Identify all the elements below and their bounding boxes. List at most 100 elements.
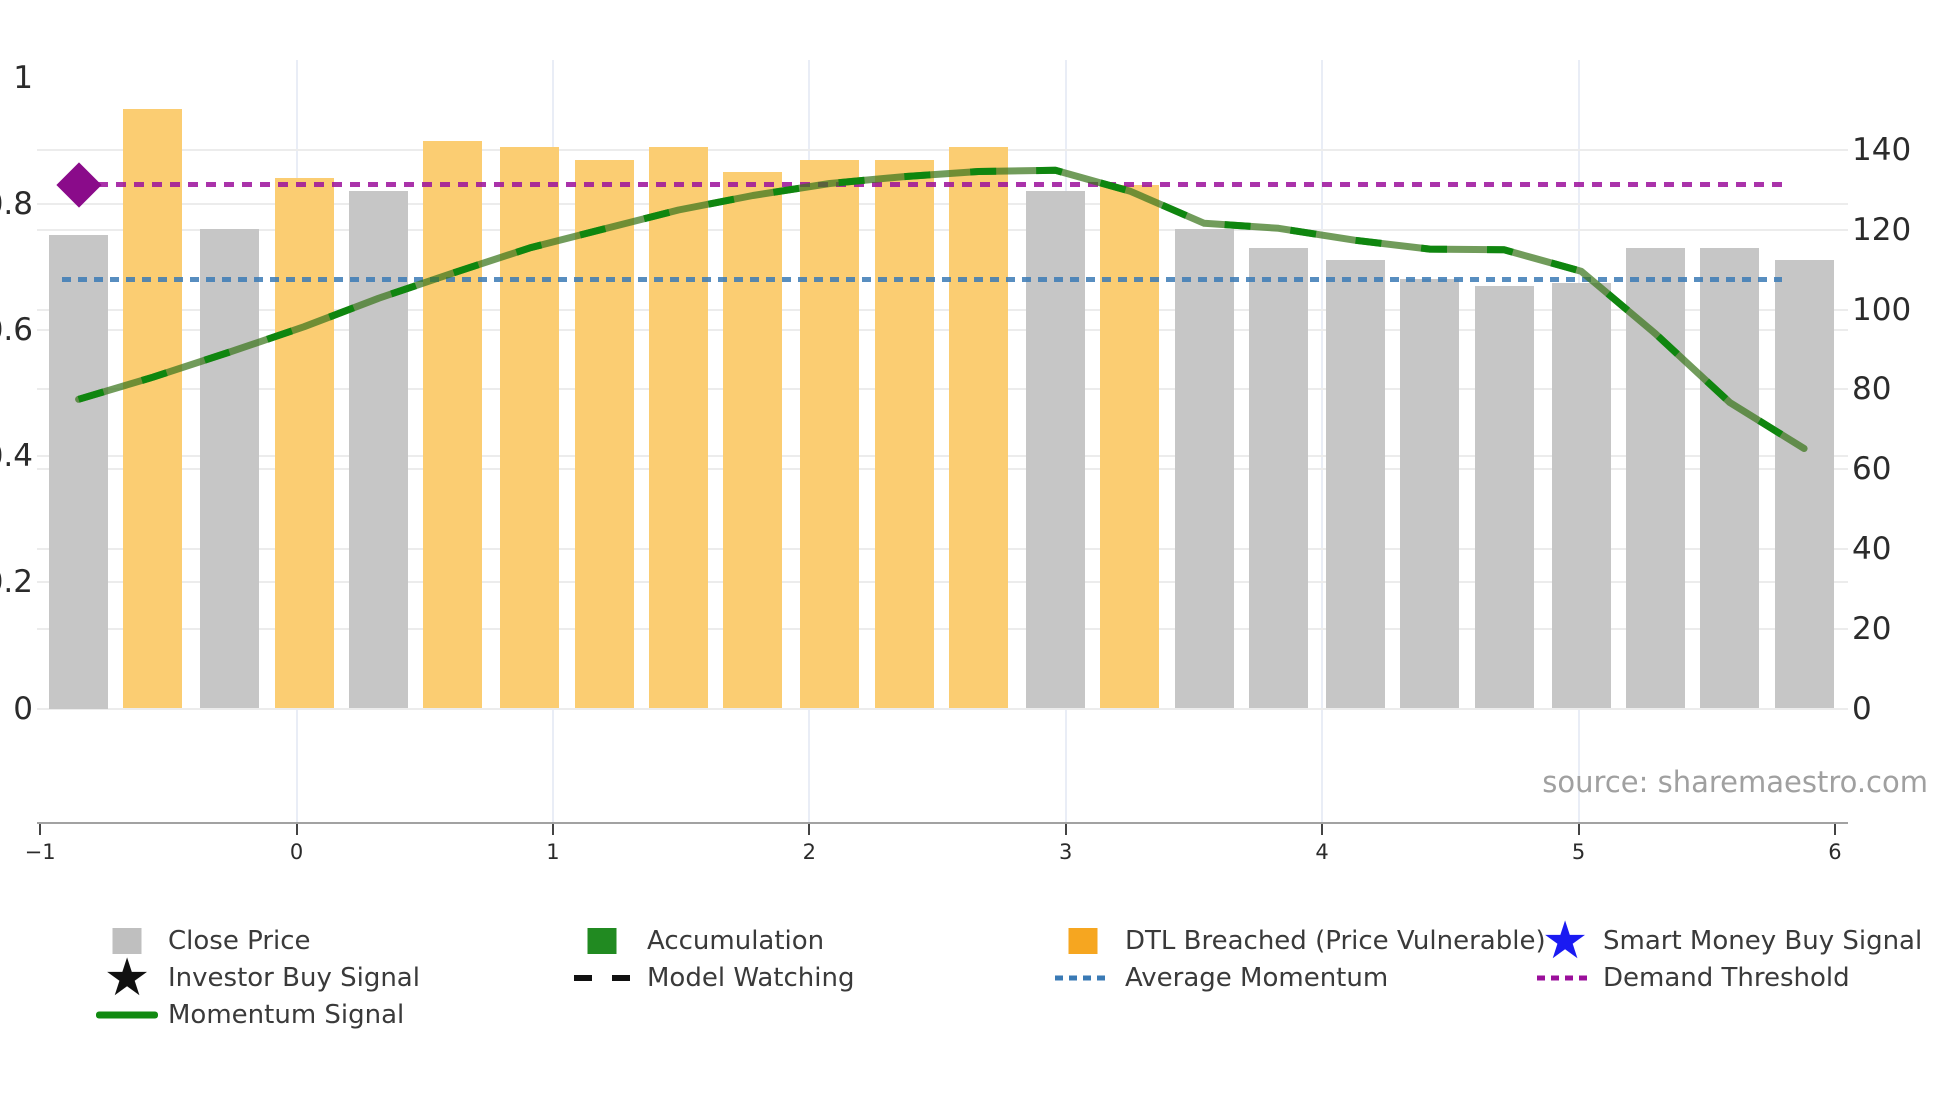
y-right-tick-label: 60 (1852, 451, 1892, 488)
close-price-bar (1400, 279, 1460, 709)
x-tick-label: 2 (802, 840, 816, 864)
x-tick-mark (1064, 824, 1067, 835)
x-tick-mark (1833, 824, 1836, 835)
x-tick-mark (1321, 824, 1324, 835)
y-left-tick-label: 1 (13, 59, 33, 96)
accumulation-swatch (587, 928, 617, 954)
close-price-bar (1474, 285, 1534, 709)
dtl-breached-bar (274, 178, 334, 709)
legend-label-investor-buy-signal: Investor Buy Signal (168, 963, 420, 993)
close-price-bar (200, 228, 260, 709)
legend-label-momentum-signal: Momentum Signal (168, 1000, 405, 1030)
close-price-bar (1774, 260, 1834, 709)
x-tick-mark (551, 824, 554, 835)
x-tick-label: 3 (1059, 840, 1073, 864)
horizontal-gridline (37, 308, 1848, 311)
dtl-breached-price-vulnerable-swatch (1068, 928, 1098, 954)
square-swatch-icon (1068, 928, 1098, 954)
horizontal-gridline (37, 202, 1848, 205)
demand-threshold-line (62, 182, 1782, 188)
y-left-tick-label: 0.8 (0, 185, 33, 222)
average-momentum-swatch (1055, 975, 1111, 981)
dtl-breached-bar (649, 146, 709, 709)
y-right-tick-label: 80 (1852, 371, 1892, 408)
close-price-bar (1325, 260, 1385, 709)
horizontal-gridline (37, 455, 1848, 458)
x-tick-label: 5 (1571, 840, 1586, 864)
investor-buy-signal-star-icon: ★ (104, 952, 151, 1004)
y-left-tick-label: 0.6 (0, 311, 33, 348)
dtl-breached-bar (800, 159, 860, 709)
square-swatch-icon (587, 928, 617, 954)
legend-label-model-watching: Model Watching (647, 963, 855, 993)
horizontal-gridline (37, 328, 1848, 331)
legend-label-demand-threshold: Demand Threshold (1603, 963, 1850, 993)
dtl-breached-bar (723, 172, 783, 709)
momentum-signal-swatch (96, 1011, 158, 1019)
close-price-bar (49, 235, 109, 709)
y-left-tick-label: 0.2 (0, 564, 33, 601)
horizontal-gridline (37, 468, 1848, 471)
y-right-tick-label: 0 (1852, 690, 1872, 727)
average-momentum-line (62, 276, 1782, 282)
close-price-bar (1174, 228, 1234, 709)
horizontal-gridline (37, 388, 1848, 391)
x-tick-label: 4 (1315, 840, 1329, 864)
smart-money-buy-signal-star-icon: ★ (1542, 915, 1589, 967)
x-tick-label: −1 (24, 840, 56, 864)
y-right-tick-label: 20 (1852, 610, 1892, 647)
dtl-breached-bar (423, 140, 483, 709)
horizontal-gridline (37, 707, 1848, 710)
legend-label-smart-money-buy-signal: Smart Money Buy Signal (1603, 926, 1923, 956)
legend-label-close-price: Close Price (168, 926, 311, 956)
dtl-breached-bar (123, 109, 183, 709)
x-axis-line (37, 822, 1848, 824)
horizontal-gridline (37, 149, 1848, 152)
horizontal-gridline (37, 228, 1848, 231)
y-left-tick-label: 0 (13, 690, 33, 727)
momentum-line-base (75, 166, 1808, 452)
close-price-bar (1249, 247, 1308, 709)
close-price-bar (1625, 247, 1685, 709)
legend-label-average-momentum: Average Momentum (1125, 963, 1389, 993)
demand-threshold-swatch (1537, 975, 1593, 981)
dotted-line-swatch-icon (1537, 975, 1593, 981)
y-left-tick-label: 0.4 (0, 438, 33, 475)
y-right-tick-label: 100 (1852, 291, 1912, 328)
close-price-bar (1551, 282, 1611, 709)
close-price-bar (1700, 247, 1760, 709)
dotted-line-swatch-icon (1055, 975, 1111, 981)
star-icon: ★ (103, 948, 151, 1008)
x-tick-mark (39, 824, 42, 835)
y-right-tick-label: 40 (1852, 530, 1892, 567)
y-right-tick-label: 120 (1852, 211, 1912, 248)
close-price-swatch (112, 928, 142, 954)
model-watching-swatch (574, 975, 630, 981)
x-tick-label: 6 (1828, 840, 1842, 864)
momentum-line-dashes (77, 166, 1806, 452)
horizontal-gridline (37, 581, 1848, 584)
horizontal-gridline (37, 627, 1848, 630)
star-icon: ★ (1541, 911, 1589, 971)
dashed-line-swatch-icon (574, 975, 630, 981)
legend-label-dtl-breached-price-vulnerable: DTL Breached (Price Vulnerable) (1125, 926, 1546, 956)
x-tick-label: 1 (546, 840, 560, 864)
square-swatch-icon (112, 928, 142, 954)
vertical-gridline (1321, 60, 1324, 822)
dtl-breached-bar (574, 159, 634, 709)
x-tick-mark (808, 824, 811, 835)
dtl-breached-bar (1100, 184, 1160, 709)
x-tick-label: 0 (289, 840, 304, 864)
legend-label-accumulation: Accumulation (647, 926, 825, 956)
y-right-tick-label: 140 (1852, 132, 1912, 169)
horizontal-gridline (37, 547, 1848, 550)
dtl-breached-bar (949, 146, 1009, 709)
x-tick-mark (295, 824, 298, 835)
source-note: source: sharemaestro.com (1542, 765, 1928, 799)
x-tick-mark (1577, 824, 1580, 835)
line-swatch-icon (96, 1011, 158, 1019)
dtl-breached-bar (874, 159, 934, 709)
